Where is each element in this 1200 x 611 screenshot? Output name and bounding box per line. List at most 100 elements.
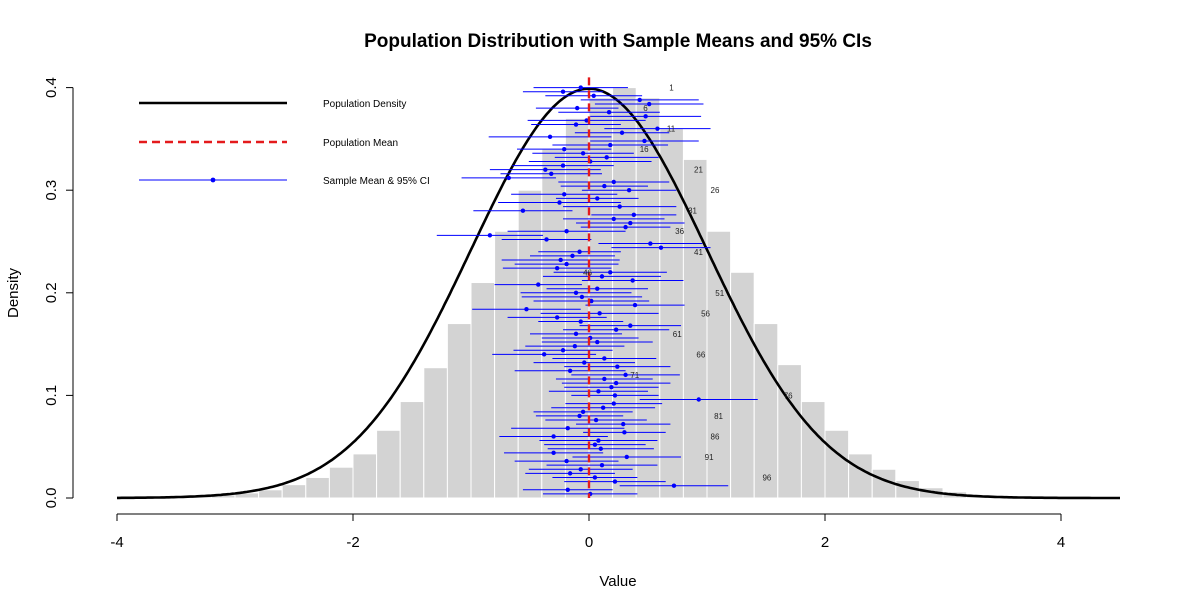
sample-mean-point — [624, 454, 629, 460]
sample-mean-point — [609, 384, 614, 390]
sample-mean-point — [520, 208, 526, 213]
sample-index-label: 16 — [640, 145, 649, 154]
sample-mean-point — [578, 467, 583, 472]
x-axis: -4 -2 0 2 4 — [110, 513, 1065, 551]
sample-mean-point — [642, 138, 647, 144]
y-tick-label: 0.4 — [43, 77, 60, 98]
y-axis: 0.0 0.1 0.2 0.3 0.4 — [43, 77, 74, 509]
x-tick-label: 0 — [585, 534, 593, 551]
sample-mean-point — [604, 155, 609, 160]
sample-mean-point — [589, 298, 594, 304]
x-tick-label: 4 — [1057, 534, 1065, 551]
sample-index-label: 86 — [711, 432, 720, 441]
sample-mean-point — [596, 438, 601, 443]
sample-mean-point — [570, 253, 575, 259]
histogram-bar — [494, 230, 519, 499]
sample-mean-point — [613, 380, 619, 386]
sample-mean-point — [544, 237, 549, 242]
sample-mean-point — [637, 97, 642, 103]
sample-index-label: 36 — [675, 227, 684, 236]
sample-mean-point — [543, 167, 548, 172]
sample-index-label: 81 — [714, 412, 723, 421]
sample-index-label: 6 — [643, 104, 648, 113]
sample-mean-point — [617, 204, 622, 209]
population-density-curve — [117, 87, 1120, 500]
sample-mean-point — [671, 483, 677, 488]
sample-mean-point — [623, 224, 628, 230]
sample-mean-point — [602, 376, 607, 382]
histogram-bar — [848, 453, 873, 499]
sample-mean-point — [600, 405, 606, 410]
sample-mean-point — [562, 146, 567, 152]
sample-mean-point — [584, 118, 589, 123]
sample-mean-point — [611, 179, 616, 185]
sample-mean-point — [631, 212, 637, 218]
sample-mean-point — [554, 315, 560, 320]
x-tick-label: 2 — [821, 534, 829, 551]
sample-mean-point — [646, 101, 652, 107]
sample-index-label: 66 — [696, 350, 705, 359]
sample-index-label: 61 — [673, 330, 682, 339]
sample-mean-point — [626, 188, 632, 193]
sample-mean-point — [597, 311, 602, 316]
sample-mean-point — [558, 257, 563, 263]
sample-mean-point — [573, 290, 579, 295]
sample-mean-point — [557, 200, 562, 205]
sample-mean-point — [615, 364, 620, 369]
sample-mean-point — [608, 270, 613, 275]
legend-sample-label: Sample Mean & 95% CI — [323, 176, 430, 187]
sample-intervals — [436, 85, 758, 497]
sample-index-label: 71 — [630, 371, 639, 380]
sample-mean-point — [573, 122, 579, 127]
sample-mean-point — [622, 430, 627, 435]
sample-index-label: 1 — [669, 84, 674, 93]
histogram-bar — [541, 148, 566, 499]
sample-index-label: 41 — [694, 248, 703, 257]
histogram-bar — [446, 323, 472, 499]
histogram-bar — [635, 97, 661, 499]
legend-mean-label: Population Mean — [323, 138, 398, 149]
sample-mean-point — [560, 89, 566, 94]
sample-index-label: 31 — [688, 207, 697, 216]
histogram-bar — [517, 189, 543, 499]
sample-mean-point — [630, 278, 635, 283]
sample-index-label: 51 — [715, 289, 724, 298]
sample-mean-point — [580, 151, 586, 156]
sample-mean-point — [560, 348, 566, 353]
y-tick-label: 0.1 — [43, 385, 60, 406]
sample-mean-point — [632, 302, 638, 308]
chart-title: Population Distribution with Sample Mean… — [364, 31, 872, 52]
sample-mean-point — [536, 282, 541, 287]
sample-mean-point — [602, 356, 607, 361]
sample-mean-point — [551, 450, 556, 456]
sample-mean-point — [551, 434, 556, 439]
legend: Population Density Population Mean Sampl… — [139, 99, 430, 187]
sample-mean-point — [696, 397, 701, 402]
histogram-bar — [470, 282, 496, 499]
sample-mean-point — [547, 134, 553, 140]
histogram-bar — [564, 117, 590, 499]
sample-mean-point — [567, 368, 573, 373]
histogram-bar — [588, 97, 614, 499]
sample-mean-point — [564, 261, 569, 267]
sample-mean-point — [567, 471, 573, 476]
sample-mean-point — [541, 352, 547, 357]
sample-mean-point — [577, 249, 582, 254]
sample-mean-point — [595, 286, 600, 291]
x-tick-label: -2 — [346, 534, 359, 551]
sample-mean-point — [554, 265, 560, 271]
y-tick-label: 0.0 — [43, 488, 60, 509]
sample-mean-point — [628, 220, 633, 226]
sample-mean-point — [611, 216, 616, 222]
sample-index-label: 96 — [762, 473, 771, 482]
histogram-bar — [777, 364, 802, 499]
sample-mean-point — [599, 274, 605, 279]
histogram-bar — [659, 128, 684, 499]
histogram-bar — [376, 429, 401, 499]
sample-mean-point — [593, 417, 599, 423]
x-axis-label: Value — [599, 573, 636, 590]
sample-index-label: 76 — [784, 391, 793, 400]
sample-mean-point — [577, 413, 582, 419]
sample-mean-point — [596, 389, 601, 394]
sample-mean-point — [643, 114, 648, 119]
